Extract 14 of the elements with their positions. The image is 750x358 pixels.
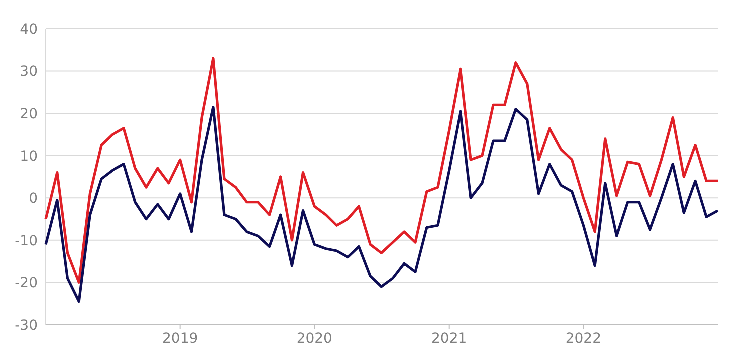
y-tick-label: -10 xyxy=(15,233,38,250)
line-series xyxy=(44,57,720,284)
y-tick-label: -20 xyxy=(15,276,38,292)
line-series xyxy=(44,106,720,304)
y-tick-label: -30 xyxy=(15,318,38,334)
y-tick-label: 0 xyxy=(29,191,38,208)
x-tick-label: 2021 xyxy=(432,331,468,347)
x-tick-label: 2020 xyxy=(296,331,332,347)
x-tick-label: 2019 xyxy=(162,331,198,347)
y-tick-label: 10 xyxy=(20,148,38,165)
y-tick-label: 40 xyxy=(20,22,38,38)
x-tick-label: 2022 xyxy=(566,331,602,347)
y-tick-label: 30 xyxy=(20,64,38,80)
y-tick-label: 20 xyxy=(20,106,38,122)
